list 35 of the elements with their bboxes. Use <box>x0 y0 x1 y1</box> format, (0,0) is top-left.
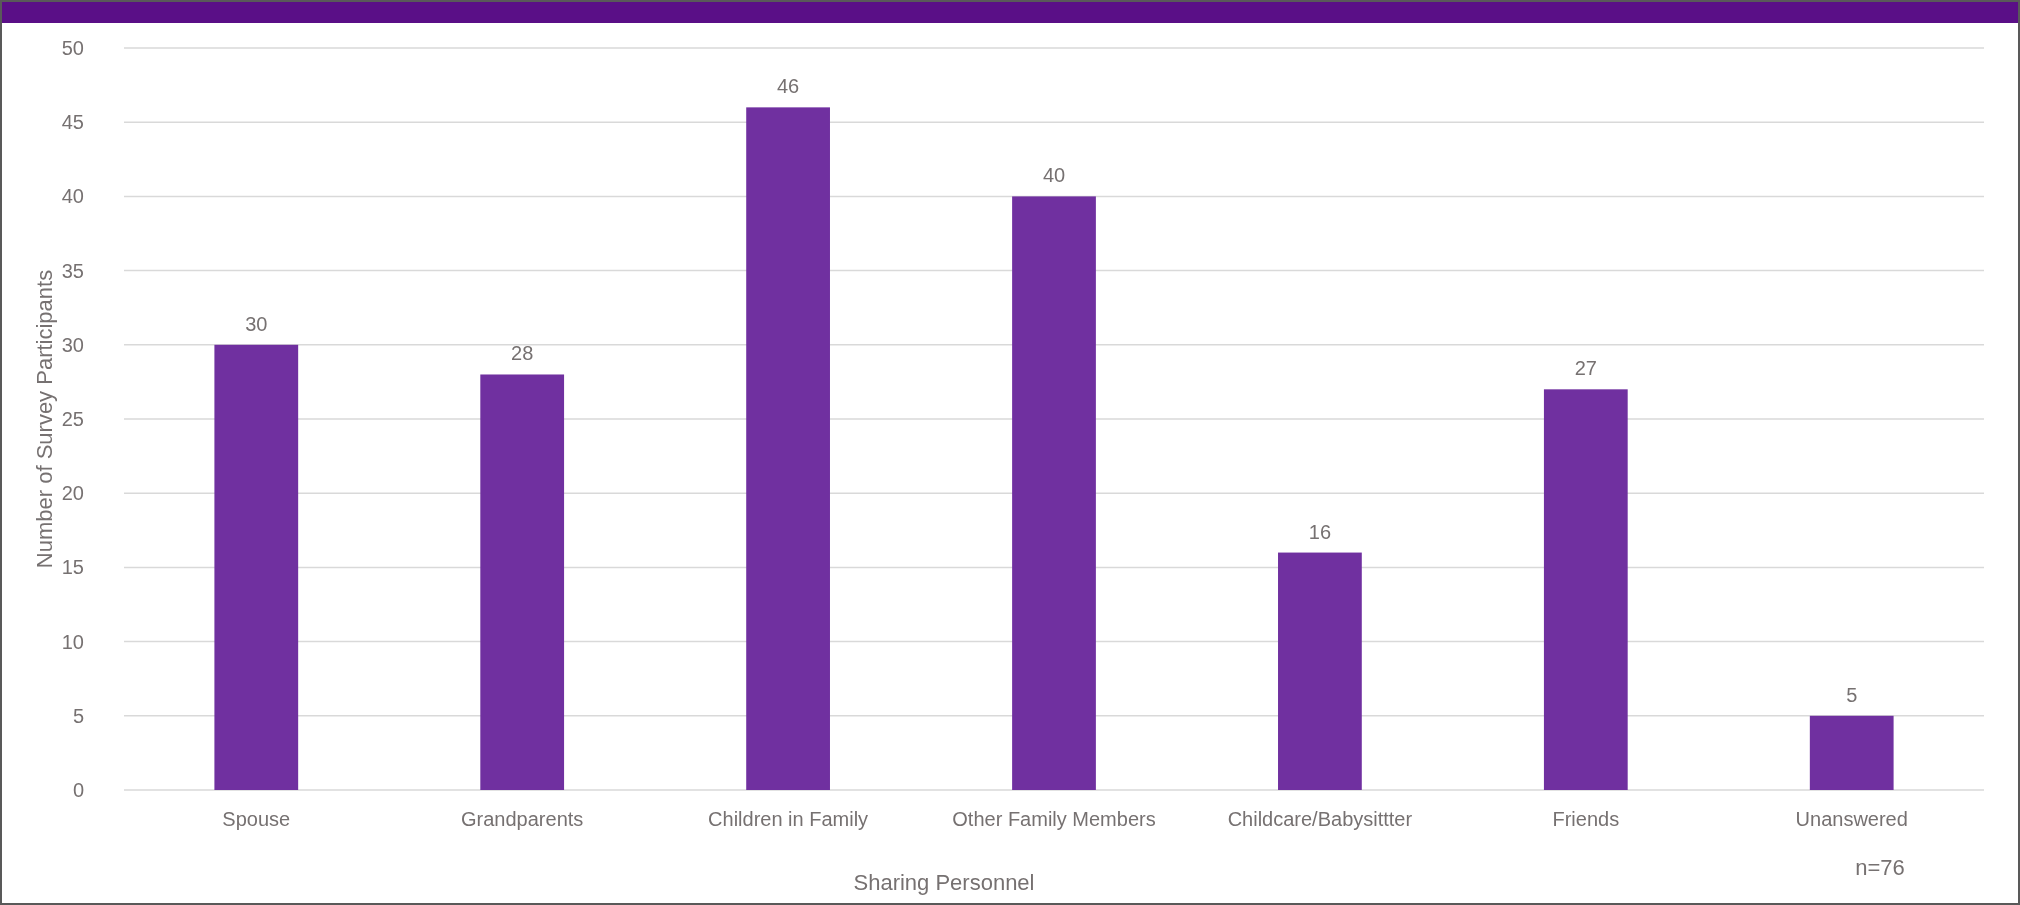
bar <box>1543 389 1628 790</box>
y-tick-label: 45 <box>61 111 84 134</box>
bar <box>1012 196 1096 790</box>
x-tick-label: Childcare/Babysittter <box>1227 808 1413 830</box>
data-label: 30 <box>245 312 268 335</box>
bar <box>1809 715 1894 790</box>
bar <box>214 344 299 790</box>
y-axis-title: Number of Survey Participants <box>32 269 57 569</box>
y-tick-label: 35 <box>61 259 84 282</box>
data-label: 46 <box>776 75 800 98</box>
data-label: 40 <box>1042 164 1066 187</box>
x-tick-label: Friends <box>1552 808 1620 830</box>
y-tick-label: 10 <box>61 630 84 653</box>
y-tick-label: 30 <box>61 333 84 356</box>
y-tick-label: 5 <box>72 704 84 727</box>
text: n=76 <box>1855 855 1905 880</box>
x-tick-label: Spouse <box>222 808 291 830</box>
data-label: 16 <box>1308 520 1332 543</box>
y-tick-label: 50 <box>61 37 84 59</box>
data-label: 5 <box>1846 683 1858 706</box>
bar <box>1278 552 1362 790</box>
y-tick-label: 40 <box>61 185 84 208</box>
bar <box>480 374 565 790</box>
x-tick-label: Grandparents <box>461 808 584 830</box>
x-tick-label: Children in Family <box>708 808 869 830</box>
y-tick-label: 0 <box>72 779 84 801</box>
x-tick-label: Other Family Members <box>952 808 1156 830</box>
x-tick-label: Unanswered <box>1795 808 1908 830</box>
y-tick-label: 15 <box>61 556 84 579</box>
x-axis-title: Sharing Personnel <box>853 870 1035 895</box>
y-tick-label: 25 <box>61 408 84 430</box>
bar <box>746 107 830 790</box>
data-label: 28 <box>511 342 534 365</box>
y-tick-label: 20 <box>61 482 84 505</box>
data-label: 27 <box>1574 357 1597 380</box>
